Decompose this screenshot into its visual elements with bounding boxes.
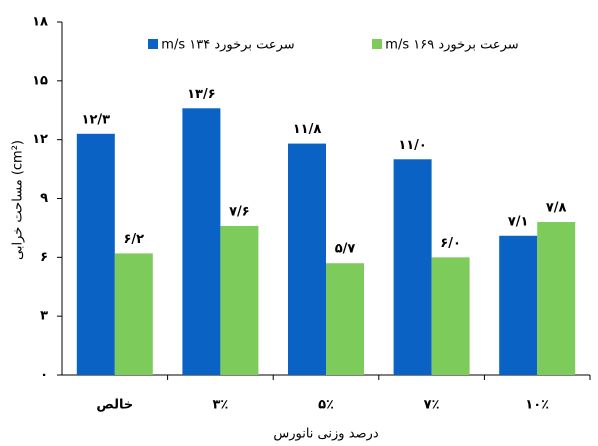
y-tick-label: ۶ [40, 250, 48, 265]
y-tick-label: ۰ [40, 368, 48, 383]
y-tick-label: ۱۸ [32, 15, 48, 30]
x-tick-label: ۳٪ [212, 398, 228, 413]
bar [393, 159, 432, 375]
bar [326, 263, 364, 375]
value-label: ۶/۰ [440, 236, 461, 251]
legend-label: سرعت برخورد ۱۶۹ m/s [385, 38, 518, 53]
bar [499, 235, 538, 375]
x-tick-label: ۵٪ [318, 398, 334, 413]
bar [288, 143, 326, 375]
x-tick-label: خالص [96, 398, 133, 413]
bar [114, 253, 153, 375]
bar [431, 257, 470, 375]
x-axis-label: درصد وزنی نانورس [273, 427, 378, 442]
value-label: ۱۱/۸ [293, 122, 322, 137]
bar [76, 133, 115, 375]
value-label: ۱۲/۳ [82, 112, 111, 127]
value-label: ۱۳/۶ [187, 87, 216, 102]
legend-label: سرعت برخورد ۱۳۴ m/s [161, 38, 294, 53]
bar [537, 222, 576, 375]
legend-swatch [148, 39, 158, 49]
value-label: ۵/۷ [335, 242, 356, 257]
x-tick-label: ۷٪ [424, 398, 440, 413]
y-tick-label: ۱۵ [32, 73, 48, 88]
value-label: ۱۱/۰ [398, 138, 427, 153]
y-axis-label: مساحت خرابی (cm²) [11, 140, 26, 260]
y-tick-label: ۹ [40, 191, 48, 206]
value-label: ۷/۶ [229, 204, 250, 219]
y-tick-label: ۱۲ [32, 132, 48, 147]
value-label: ۷/۱ [508, 214, 529, 229]
value-label: ۷/۸ [546, 201, 567, 216]
bar [220, 225, 259, 375]
x-tick-label: ۱۰٪ [525, 398, 549, 413]
legend-swatch [372, 39, 382, 49]
bar [182, 108, 221, 376]
y-tick-label: ۳ [40, 309, 48, 324]
value-label: ۶/۲ [123, 232, 144, 247]
